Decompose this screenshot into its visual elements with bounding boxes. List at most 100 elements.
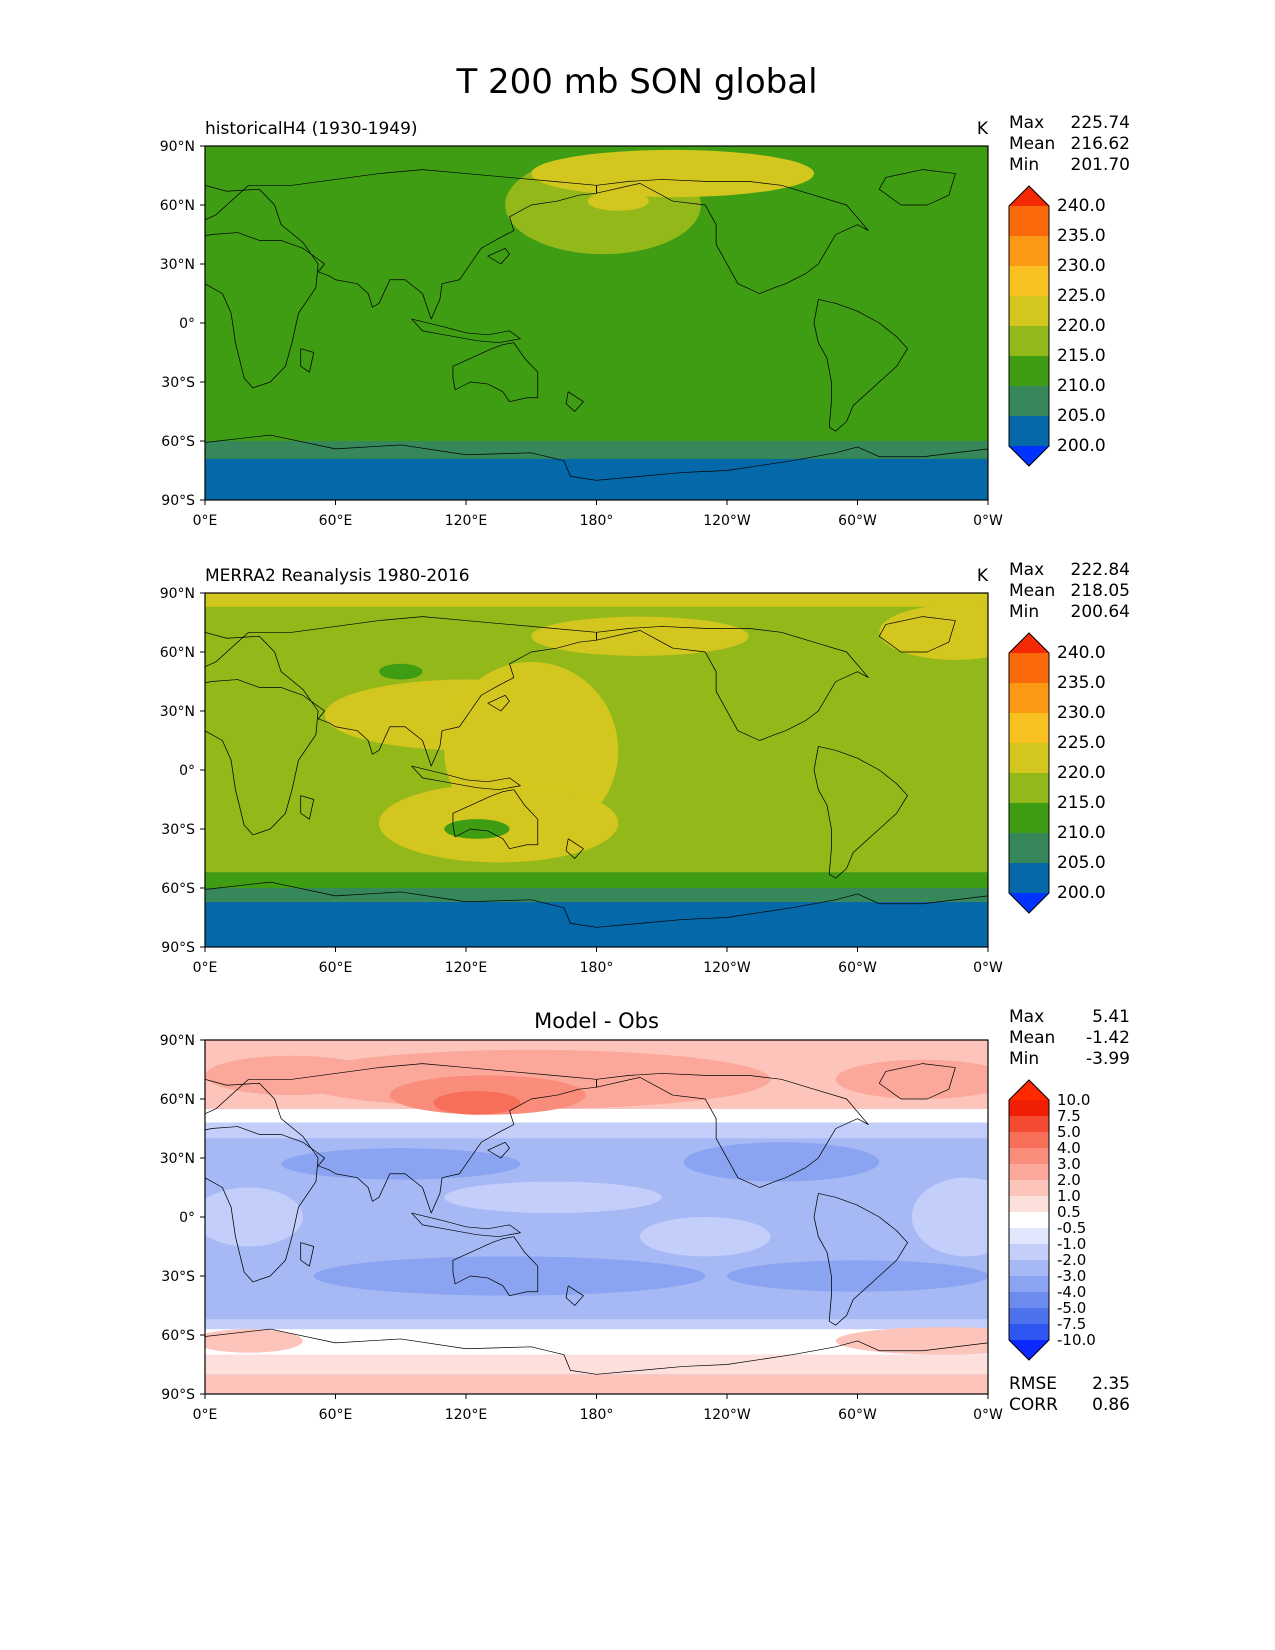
colorbar-label: 220.0	[1057, 316, 1106, 336]
y-tick-label: 30°N	[160, 704, 195, 720]
colorbar-swatch	[1009, 1228, 1049, 1245]
colorbar-swatch	[1009, 1324, 1049, 1341]
x-tick-label: 180°	[580, 513, 614, 529]
x-tick-label: 120°E	[445, 960, 488, 976]
contour-region	[640, 1217, 771, 1257]
colorbar-extend-max	[1009, 633, 1049, 653]
contour-band	[205, 441, 988, 459]
panel-title: Model - Obs	[534, 1009, 659, 1033]
units-label: K	[977, 119, 989, 139]
x-tick-label: 60°E	[319, 1407, 353, 1423]
contour-band	[205, 1108, 988, 1123]
colorbar-label: 215.0	[1057, 346, 1106, 366]
contour-region	[587, 191, 649, 211]
metric-label: RMSE	[1009, 1374, 1057, 1394]
y-tick-label: 0°	[179, 763, 195, 779]
colorbar-swatch	[1009, 1260, 1049, 1277]
figure-title: T 200 mb SON global	[455, 62, 817, 102]
panel-title: historicalH4 (1930-1949)	[205, 119, 418, 139]
contour-band	[205, 1122, 988, 1139]
colorbar: 200.0 205.0 210.0 215.0 220.0 225.0 230.0 235.0…	[1008, 185, 1106, 467]
x-tick-label: 120°E	[445, 1407, 488, 1423]
colorbar-swatch	[1009, 1164, 1049, 1181]
contour-region	[205, 1187, 303, 1247]
contour-field	[205, 146, 988, 500]
y-tick-label: 60°N	[160, 1092, 195, 1108]
colorbar-label: 205.0	[1057, 406, 1106, 426]
colorbar-swatch	[1009, 266, 1049, 297]
contour-band	[205, 1374, 988, 1394]
contour-region	[205, 1055, 379, 1096]
colorbar: -10.0-7.5-5.0-4.0-3.0-2.0-1.0-0.50.51.02…	[1008, 1079, 1096, 1361]
colorbar-label: 0.5	[1057, 1203, 1081, 1221]
contour-region	[683, 1142, 880, 1182]
y-tick-label: 60°S	[161, 1328, 195, 1344]
x-tick-label: 180°	[580, 1407, 614, 1423]
y-tick-label: 60°S	[161, 881, 195, 897]
colorbar-label: 215.0	[1057, 793, 1106, 813]
colorbar-swatch	[1009, 713, 1049, 744]
stat-value: 200.64	[1071, 602, 1130, 622]
colorbar-label: 220.0	[1057, 763, 1106, 783]
colorbar-swatch	[1009, 1292, 1049, 1309]
y-tick-label: 90°N	[160, 586, 195, 602]
contour-region	[770, 230, 988, 290]
colorbar-label: 10.0	[1057, 1091, 1090, 1109]
stat-value: 216.62	[1071, 134, 1130, 154]
contour-region	[622, 352, 841, 412]
colorbar-label: -1.0	[1057, 1235, 1086, 1253]
x-tick-label: 60°E	[319, 513, 353, 529]
colorbar-extend-min	[1009, 1340, 1049, 1360]
contour-field	[205, 1040, 988, 1394]
stat-value: 5.41	[1092, 1007, 1130, 1027]
y-tick-label: 60°S	[161, 434, 195, 450]
contour-region	[803, 356, 978, 408]
panel-title: MERRA2 Reanalysis 1980-2016	[205, 566, 470, 586]
stat-value: 201.70	[1071, 155, 1130, 175]
contour-region	[433, 1091, 521, 1115]
contour-region	[226, 370, 423, 394]
colorbar-label: 240.0	[1057, 196, 1106, 216]
y-tick-label: 60°N	[160, 645, 195, 661]
colorbar-label: 2.0	[1057, 1171, 1081, 1189]
colorbar-swatch	[1009, 296, 1049, 327]
map-panel-1: 0°E 60°E 120°E 180° 120°W 60°W 0°W 90°N 60°N 30°N…	[160, 113, 1130, 529]
colorbar-outline	[1008, 1079, 1050, 1361]
colorbar-label: 3.0	[1057, 1155, 1081, 1173]
contour-region	[727, 1260, 988, 1292]
contour-band	[205, 872, 988, 888]
contour-band	[205, 425, 988, 441]
colorbar-extend-max	[1009, 186, 1049, 206]
contour-region	[879, 604, 988, 660]
contour-region	[205, 1329, 303, 1353]
y-tick-label: 30°S	[161, 1269, 195, 1285]
x-tick-label: 120°E	[445, 513, 488, 529]
colorbar-label: 4.0	[1057, 1139, 1081, 1157]
colorbar-swatch	[1009, 1308, 1049, 1325]
colorbar-label: 225.0	[1057, 286, 1106, 306]
colorbar-label: 210.0	[1057, 823, 1106, 843]
y-tick-label: 30°N	[160, 1151, 195, 1167]
contour-region	[911, 1177, 988, 1257]
colorbar-label: 5.0	[1057, 1123, 1081, 1141]
colorbar-label: -5.0	[1057, 1299, 1086, 1317]
x-tick-label: 120°W	[703, 1407, 751, 1423]
x-tick-label: 0°W	[973, 513, 1003, 529]
colorbar-outline	[1008, 185, 1050, 467]
y-tick-label: 60°N	[160, 198, 195, 214]
colorbar-swatch	[1009, 1116, 1049, 1133]
colorbar-extend-min	[1009, 446, 1049, 466]
x-tick-label: 0°E	[193, 1407, 218, 1423]
colorbar-label: -3.0	[1057, 1267, 1086, 1285]
contour-band	[205, 1354, 988, 1375]
contour-band	[205, 458, 988, 500]
colorbar-swatch	[1009, 1132, 1049, 1149]
colorbar-label: -7.5	[1057, 1315, 1086, 1333]
colorbar-swatch	[1009, 833, 1049, 864]
stat-label: Max	[1009, 560, 1044, 580]
x-tick-label: 0°W	[973, 1407, 1003, 1423]
units-label: K	[977, 566, 989, 586]
stat-value: 218.05	[1071, 581, 1130, 601]
colorbar-label: 235.0	[1057, 673, 1106, 693]
colorbar-label: 235.0	[1057, 226, 1106, 246]
